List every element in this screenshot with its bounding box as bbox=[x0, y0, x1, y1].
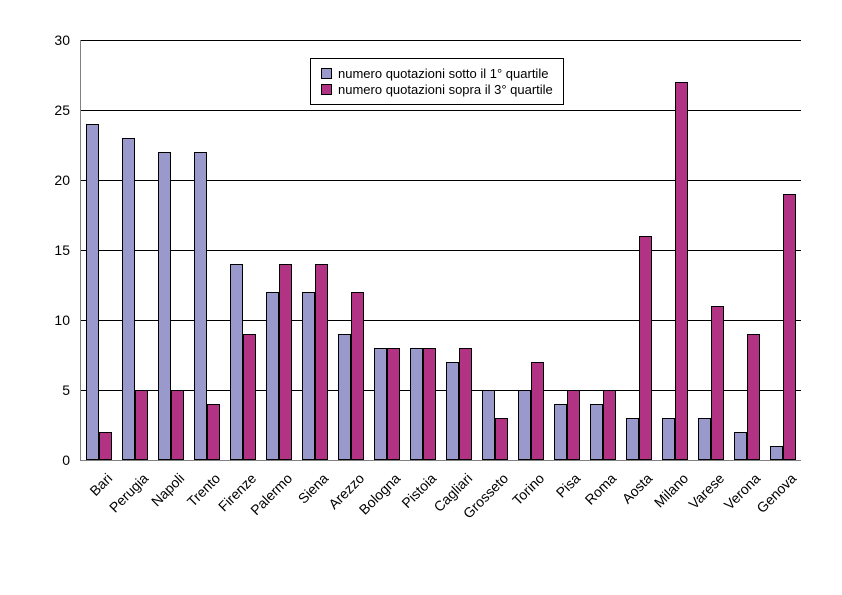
bar-sopra_q3 bbox=[315, 264, 328, 460]
legend-swatch bbox=[321, 68, 332, 79]
y-tick-label: 15 bbox=[40, 242, 70, 258]
legend-item: numero quotazioni sopra il 3° quartile bbox=[321, 82, 553, 97]
legend-label: numero quotazioni sopra il 3° quartile bbox=[338, 82, 553, 97]
bar-sotto_q1 bbox=[626, 418, 639, 460]
bar-sopra_q3 bbox=[135, 390, 148, 460]
bar-sotto_q1 bbox=[158, 152, 171, 460]
bar-sotto_q1 bbox=[554, 404, 567, 460]
bar-sopra_q3 bbox=[639, 236, 652, 460]
bar-sopra_q3 bbox=[423, 348, 436, 460]
bar-sotto_q1 bbox=[86, 124, 99, 460]
bar-sotto_q1 bbox=[446, 362, 459, 460]
y-tick-label: 20 bbox=[40, 172, 70, 188]
bar-sopra_q3 bbox=[459, 348, 472, 460]
bar-sotto_q1 bbox=[338, 334, 351, 460]
bar-sotto_q1 bbox=[374, 348, 387, 460]
bar-sopra_q3 bbox=[351, 292, 364, 460]
y-tick-label: 0 bbox=[40, 452, 70, 468]
y-tick-label: 30 bbox=[40, 32, 70, 48]
bar-sotto_q1 bbox=[770, 446, 783, 460]
bar-sopra_q3 bbox=[279, 264, 292, 460]
bar-sotto_q1 bbox=[698, 418, 711, 460]
bar-sopra_q3 bbox=[747, 334, 760, 460]
bar-sopra_q3 bbox=[603, 390, 616, 460]
legend-swatch bbox=[321, 84, 332, 95]
bar-sopra_q3 bbox=[243, 334, 256, 460]
legend-item: numero quotazioni sotto il 1° quartile bbox=[321, 66, 553, 81]
bar-sotto_q1 bbox=[302, 292, 315, 460]
bar-sotto_q1 bbox=[590, 404, 603, 460]
bar-sotto_q1 bbox=[518, 390, 531, 460]
bar-sopra_q3 bbox=[567, 390, 580, 460]
legend-label: numero quotazioni sotto il 1° quartile bbox=[338, 66, 548, 81]
bar-sopra_q3 bbox=[207, 404, 220, 460]
bar-sotto_q1 bbox=[662, 418, 675, 460]
legend: numero quotazioni sotto il 1° quartilenu… bbox=[310, 58, 564, 105]
bar-sotto_q1 bbox=[482, 390, 495, 460]
y-tick-label: 10 bbox=[40, 312, 70, 328]
bar-sopra_q3 bbox=[387, 348, 400, 460]
bar-sotto_q1 bbox=[194, 152, 207, 460]
bar-sotto_q1 bbox=[266, 292, 279, 460]
bar-sotto_q1 bbox=[230, 264, 243, 460]
y-tick-label: 25 bbox=[40, 102, 70, 118]
bar-chart: numero quotazioni sotto il 1° quartilenu… bbox=[0, 0, 842, 595]
y-tick-label: 5 bbox=[40, 382, 70, 398]
bar-sopra_q3 bbox=[783, 194, 796, 460]
bar-sopra_q3 bbox=[495, 418, 508, 460]
bar-sotto_q1 bbox=[734, 432, 747, 460]
bar-sopra_q3 bbox=[711, 306, 724, 460]
bar-sopra_q3 bbox=[99, 432, 112, 460]
bar-sopra_q3 bbox=[171, 390, 184, 460]
bar-sopra_q3 bbox=[531, 362, 544, 460]
bar-sopra_q3 bbox=[675, 82, 688, 460]
bar-sotto_q1 bbox=[122, 138, 135, 460]
bar-sotto_q1 bbox=[410, 348, 423, 460]
